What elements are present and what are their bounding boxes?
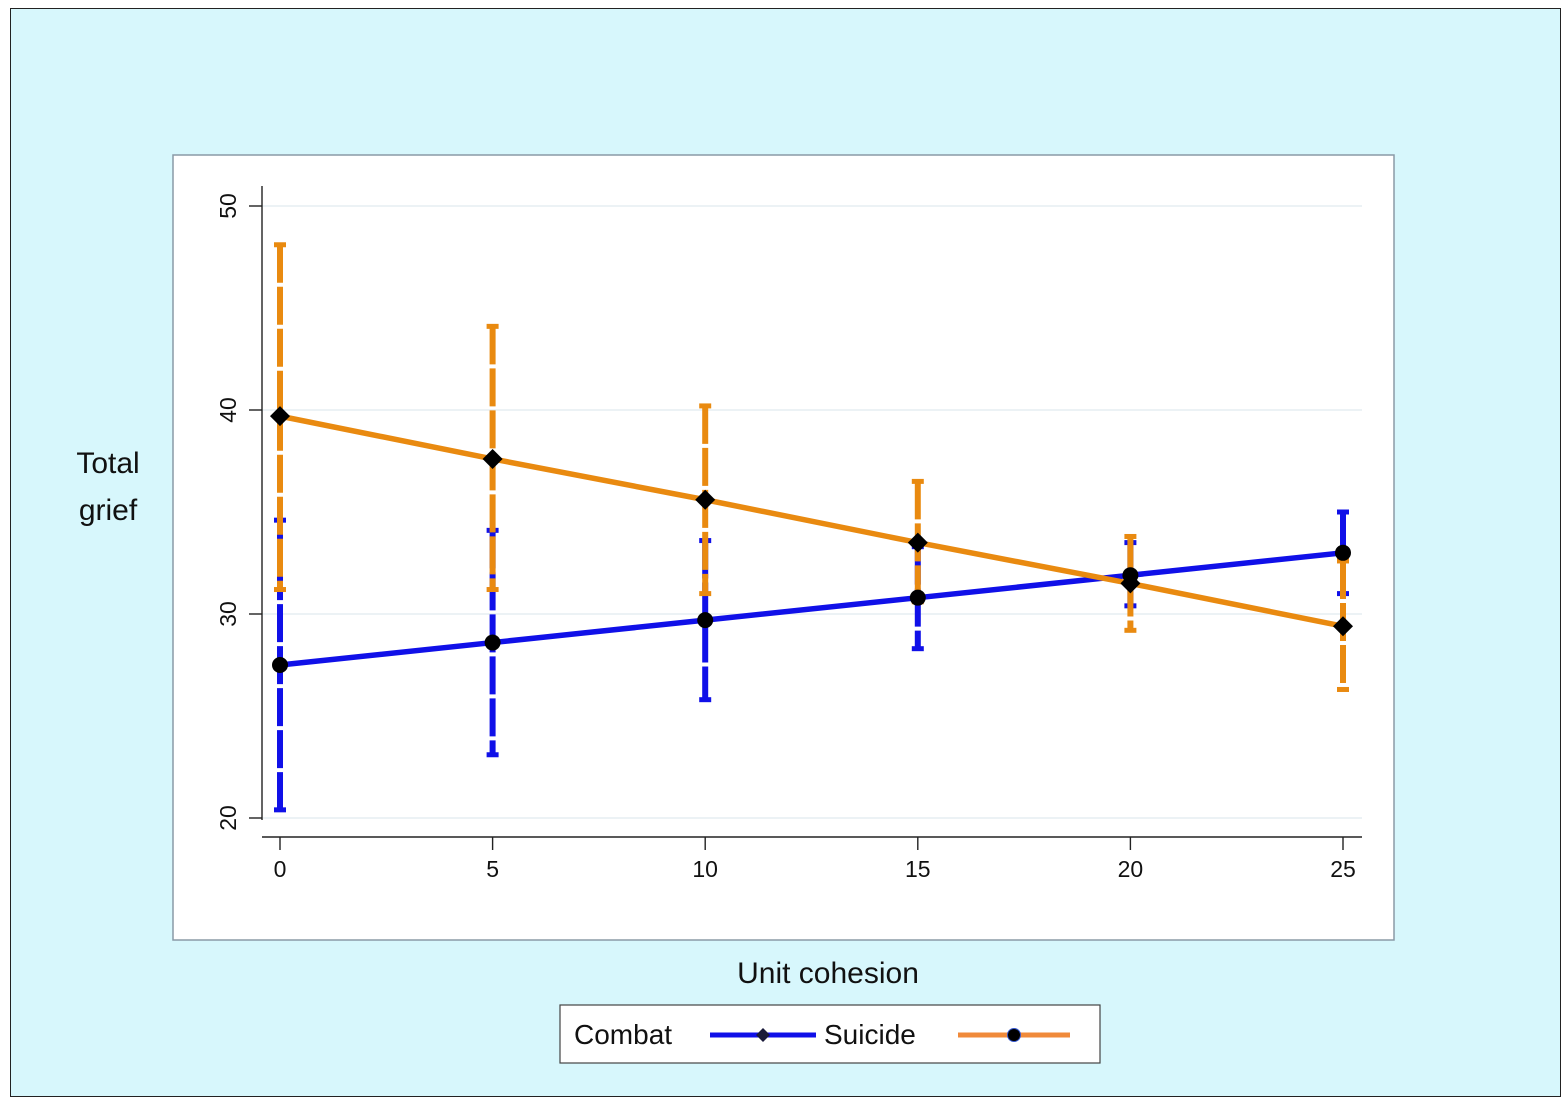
legend-marker-diamond: [756, 1028, 770, 1042]
point-suicide-15: [907, 532, 928, 553]
legend-label-suicide: Suicide: [824, 1019, 916, 1050]
x-tick-label-10: 10: [692, 856, 718, 882]
y-tick-label-40: 40: [215, 397, 241, 423]
legend-box: [559, 1004, 1101, 1064]
line-combat: [279, 550, 1344, 668]
x-tick-label-25: 25: [1330, 856, 1356, 882]
legend-key-combat: [710, 1028, 816, 1042]
plot-panel: [172, 154, 1395, 941]
legend-key-suicide: [958, 1028, 1070, 1042]
legend-label-combat: Combat: [574, 1019, 672, 1050]
y-axis-label-line-2: grief: [79, 494, 138, 527]
point-combat-10: [697, 612, 714, 629]
point-combat-25: [1335, 544, 1351, 561]
point-suicide-10: [695, 489, 716, 510]
point-suicide-20: [1120, 573, 1141, 594]
series-layer: [270, 242, 1353, 813]
point-suicide-5: [482, 448, 503, 469]
y-tick-label-20: 20: [215, 805, 241, 831]
y-tick-label-30: 30: [215, 601, 241, 627]
x-axis-label: Unit cohesion: [737, 957, 919, 990]
point-suicide-25: [1333, 616, 1353, 637]
point-combat-15: [909, 589, 926, 606]
legend-marker-circle: [1007, 1028, 1021, 1042]
line-suicide: [279, 413, 1344, 629]
x-tick-label-20: 20: [1118, 856, 1144, 882]
x-tick-label-15: 15: [905, 856, 931, 882]
legend: Combat Suicide: [559, 1004, 1101, 1064]
point-combat-5: [484, 634, 501, 651]
y-axis-label-line-1: Total: [76, 447, 139, 480]
y-tick-label-50: 50: [215, 193, 241, 219]
point-combat-0: [272, 657, 288, 673]
point-suicide-0: [270, 406, 290, 427]
x-tick-label-0: 0: [274, 856, 287, 882]
x-tick-label-5: 5: [486, 856, 499, 882]
gridlines: [262, 205, 1362, 819]
axes: 20 30 40 50 0 5 10 15 20 25: [215, 186, 1362, 882]
